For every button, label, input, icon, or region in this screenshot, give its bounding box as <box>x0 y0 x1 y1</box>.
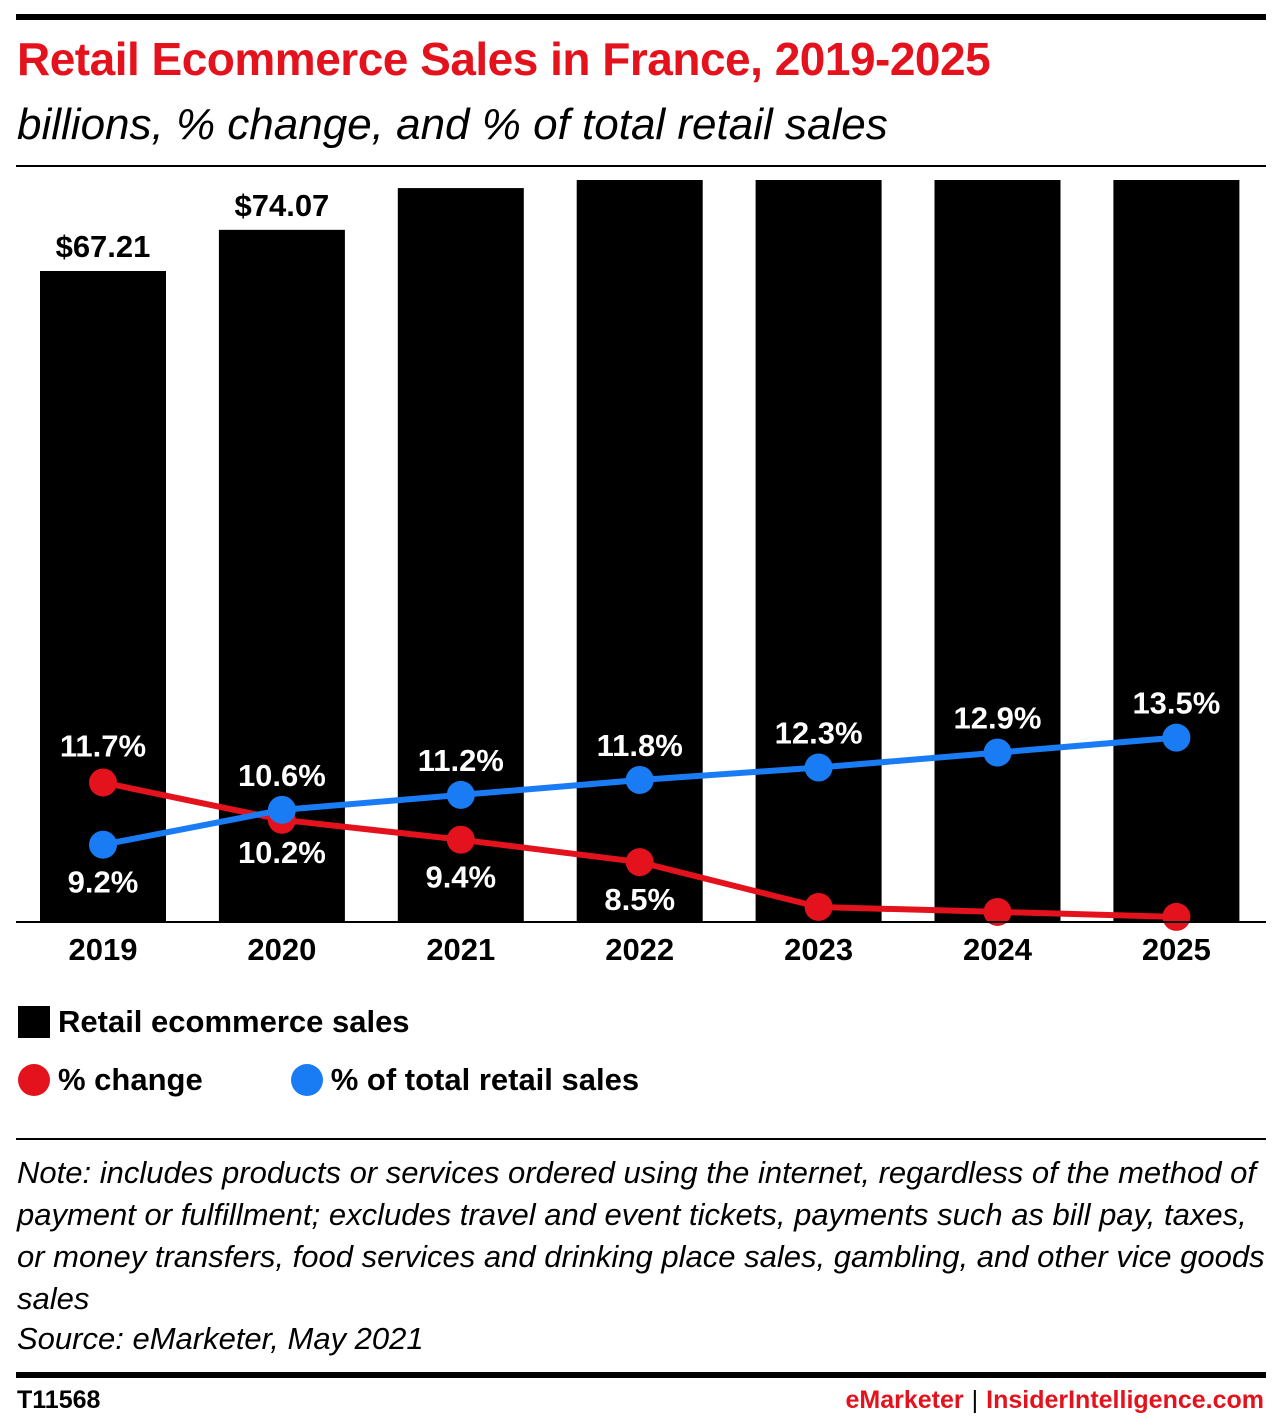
point-pct-change-2022 <box>625 848 654 877</box>
bar-value-label-2019: $67.21 <box>56 229 151 264</box>
x-tick-labels: 2019 2020 2021 2022 2023 2024 2025 <box>69 932 1211 967</box>
pct-total-label-2024: 12.9% <box>954 701 1042 736</box>
labels-layer: $67.21$74.07$81.03$87.92$93.81$99.90$106… <box>56 180 1221 972</box>
brand-insider-intelligence: InsiderIntelligence.com <box>986 1386 1264 1414</box>
x-tick-label-2021: 2021 <box>426 932 495 967</box>
legend-item-pct-total: % of total retail sales <box>290 1062 640 1098</box>
pct-change-label-2022: 8.5% <box>604 882 675 917</box>
legend-swatch-pct-change <box>18 1064 50 1096</box>
point-pct-change-2024 <box>983 897 1012 926</box>
point-pct-total-2020 <box>267 795 296 824</box>
point-pct-total-2019 <box>89 830 117 859</box>
point-pct-total-2021 <box>446 780 475 809</box>
chart-note: Note: includes products or services orde… <box>17 1155 1265 1316</box>
point-pct-total-2025 <box>1162 723 1191 752</box>
bar-value-label-2021: $81.03 <box>413 180 508 181</box>
point-pct-total-2024 <box>983 738 1012 767</box>
x-tick-label-2019: 2019 <box>69 932 138 967</box>
note-divider <box>16 1138 1266 1140</box>
legend-label-pct-total: % of total retail sales <box>330 1062 640 1097</box>
pct-change-label-2020: 10.2% <box>238 835 326 870</box>
x-tick-label-2025: 2025 <box>1142 932 1211 967</box>
x-tick-label-2022: 2022 <box>605 932 674 967</box>
point-pct-total-2022 <box>625 765 654 794</box>
brand-separator: | <box>971 1386 979 1414</box>
point-pct-change-2021 <box>446 825 475 854</box>
legend-item-pct-change: % change <box>18 1062 203 1098</box>
title-divider <box>16 165 1266 167</box>
point-pct-total-2023 <box>804 753 833 782</box>
point-pct-change-2023 <box>804 892 833 921</box>
legend-item-sales: Retail ecommerce sales <box>18 1004 410 1040</box>
chart-id: T11568 <box>17 1386 101 1414</box>
legend-label-sales: Retail ecommerce sales <box>58 1004 410 1039</box>
pct-change-label-2024: 6.5% <box>962 932 1033 967</box>
legend-label-pct-change: % change <box>58 1062 203 1097</box>
chart-area: $67.21$74.07$81.03$87.92$93.81$99.90$106… <box>16 180 1266 972</box>
pct-change-label-2021: 9.4% <box>425 860 496 895</box>
pct-change-label-2019: 11.7% <box>60 728 146 763</box>
x-tick-label-2023: 2023 <box>784 932 853 967</box>
bar-value-label-2020: $74.07 <box>234 188 329 223</box>
pct-total-label-2023: 12.3% <box>775 716 863 751</box>
pct-total-label-2025: 13.5% <box>1132 686 1220 721</box>
point-pct-change-2019 <box>89 768 117 797</box>
x-tick-label-2020: 2020 <box>247 932 316 967</box>
footer-divider <box>16 1372 1266 1378</box>
x-tick-label-2024: 2024 <box>963 932 1033 967</box>
bar-2023 <box>755 180 882 921</box>
bar-2019 <box>40 271 166 921</box>
pct-total-label-2021: 11.2% <box>418 743 504 778</box>
branding: eMarketer | InsiderIntelligence.com <box>846 1386 1265 1415</box>
brand-emarketer: eMarketer <box>845 1386 964 1414</box>
pct-change-label-2025: 6.3% <box>1141 937 1212 972</box>
chart-title: Retail Ecommerce Sales in France, 2019-2… <box>17 33 991 85</box>
legend-row-2: % change % of total retail sales <box>18 1062 727 1098</box>
bar-2024 <box>934 180 1061 922</box>
pct-total-label-2020: 10.6% <box>238 758 326 793</box>
bar-2025 <box>1113 180 1240 922</box>
pct-change-label-2023: 6.7% <box>783 927 854 962</box>
bar-2022 <box>576 180 703 922</box>
legend-swatch-pct-total <box>290 1064 323 1096</box>
pct-total-label-2019: 9.2% <box>68 865 139 900</box>
pct-total-label-2022: 11.8% <box>597 728 683 763</box>
bar-2021 <box>397 188 524 921</box>
legend-swatch-sales <box>18 1006 50 1038</box>
legend-row-1: Retail ecommerce sales <box>18 1004 498 1040</box>
chart-source: Source: eMarketer, May 2021 <box>17 1321 424 1356</box>
top-rule <box>16 14 1266 20</box>
bars-layer <box>40 180 1240 922</box>
lines-layer <box>89 723 1191 931</box>
chart-subtitle: billions, % change, and % of total retai… <box>17 100 888 149</box>
point-pct-change-2025 <box>1162 902 1191 931</box>
